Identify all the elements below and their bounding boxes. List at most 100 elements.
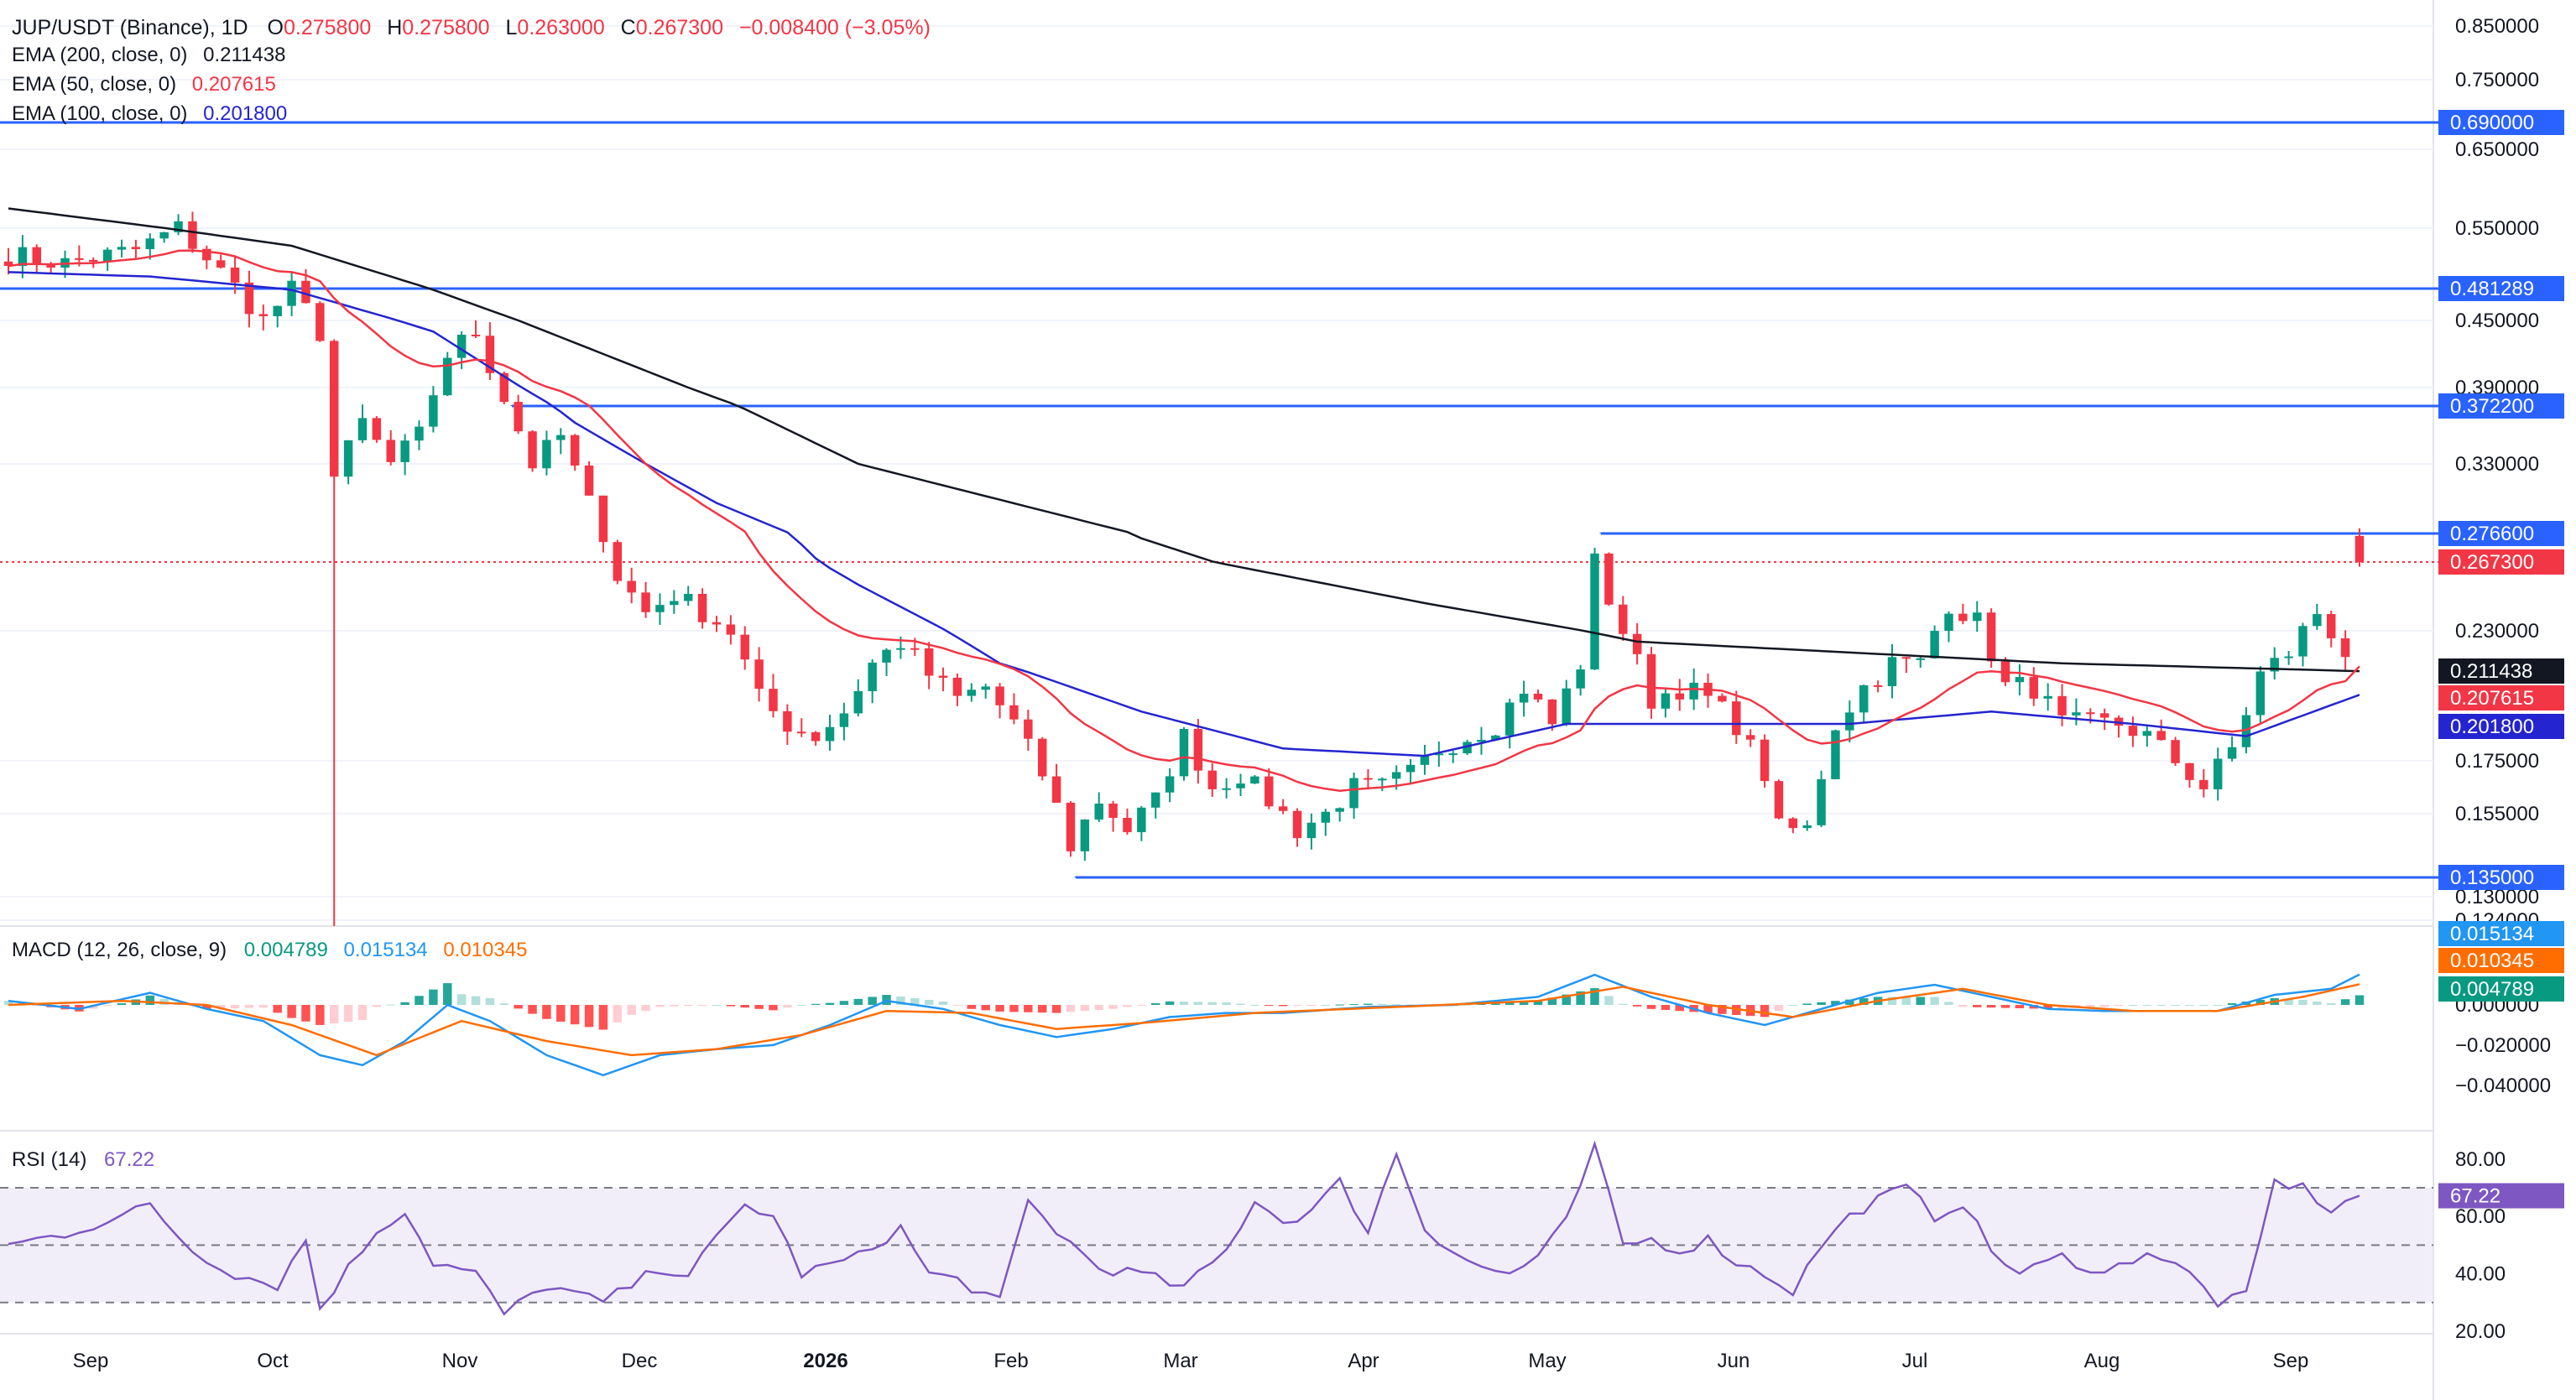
macd-histogram-bar — [145, 995, 155, 1005]
macd-tick-label: −0.020000 — [2455, 1034, 2551, 1057]
candle-body — [1547, 699, 1557, 725]
candle-body — [357, 418, 368, 440]
macd-histogram-bar — [783, 1005, 792, 1008]
horizontal-levels[interactable] — [0, 121, 2438, 879]
macd-histogram-bar — [1037, 1005, 1047, 1013]
candle-body — [1604, 553, 1614, 605]
macd-histogram-bar — [1973, 1005, 1982, 1007]
candle-body — [145, 238, 155, 250]
price-tick-label: 0.550000 — [2455, 217, 2539, 240]
macd-histogram-bar — [1491, 1002, 1500, 1005]
macd-histogram-bar — [2156, 1005, 2166, 1006]
candle-body — [287, 280, 296, 306]
candle-body — [343, 440, 353, 477]
candle-body — [2156, 731, 2166, 741]
candle-body — [726, 624, 736, 635]
macd-histogram-bar — [670, 1005, 679, 1007]
candle-body — [1066, 802, 1076, 851]
candle-body — [2213, 758, 2223, 789]
macd-histogram-bar — [258, 1005, 269, 1008]
candle-body — [670, 601, 679, 606]
candle-body — [1845, 712, 1854, 731]
macd-histogram-bar — [1859, 998, 1869, 1005]
price-tick-label: 0.750000 — [2455, 69, 2539, 91]
candle-body — [754, 659, 764, 690]
candle-body — [429, 395, 438, 427]
level-tag-label: 0.135000 — [2450, 867, 2534, 889]
ema-lines — [8, 207, 2360, 792]
candle-body — [910, 648, 920, 650]
macd-tag — [2438, 948, 2564, 973]
macd-histogram-bar — [2142, 1005, 2152, 1006]
candle-body — [2284, 656, 2293, 658]
macd-histogram-bar — [1123, 1005, 1132, 1007]
candle-body — [1661, 693, 1671, 709]
ohlc-open-value: 0.275800 — [284, 16, 371, 39]
candle-body — [740, 634, 749, 660]
candle-body — [627, 580, 636, 593]
candle-body — [853, 690, 863, 714]
candle-body — [1080, 819, 1090, 851]
candle-body — [2099, 713, 2109, 718]
price-tick-label: 0.330000 — [2455, 453, 2539, 476]
rsi-value: 67.22 — [104, 1148, 154, 1171]
time-axis[interactable]: Sep Oct Nov Dec 2026 Feb Mar Apr May Jun Jul Aug Sep — [73, 1350, 2309, 1372]
macd-line-value: 0.015134 — [344, 939, 428, 961]
macd-histogram-bar — [726, 1005, 736, 1007]
candle-body — [1491, 735, 1500, 740]
price-axis[interactable]: 0.850000 0.750000 0.650000 0.550000 0.450000… — [2438, 15, 2564, 1343]
macd-histogram-bar — [598, 1005, 608, 1030]
time-tick-label: Dec — [622, 1350, 658, 1372]
price-tick-label: 0.155000 — [2455, 803, 2539, 825]
candle-body — [584, 465, 594, 496]
candle-body — [1930, 631, 1939, 658]
macd-histogram-bar — [343, 1005, 353, 1022]
candle-body — [102, 249, 112, 263]
svg-text:RSI (14) 67.22: RSI (14) 67.22 — [12, 1148, 154, 1171]
candle-body — [1420, 755, 1430, 765]
candle-body — [839, 713, 849, 727]
candle-body — [528, 431, 537, 469]
candle-body — [2313, 614, 2322, 627]
candle-body — [1732, 701, 1741, 736]
macd-histogram-bar — [1477, 1003, 1486, 1005]
macd-histogram-bar — [1661, 1005, 1671, 1010]
rsi-tick-label: 80.00 — [2455, 1148, 2506, 1171]
candle-body — [2298, 626, 2307, 657]
candle-body — [967, 690, 977, 696]
ema50-line — [8, 249, 2360, 792]
candle-body — [216, 260, 226, 268]
candle-body — [3, 261, 13, 267]
macd-histogram-bar — [1930, 997, 1939, 1005]
ema-tag — [2438, 714, 2564, 739]
rsi-title: RSI (14) — [12, 1148, 86, 1171]
candle-body — [2227, 747, 2237, 759]
candle-body — [1477, 739, 1486, 742]
macd-histogram-bar — [1576, 991, 1585, 1005]
macd-histogram-bar — [216, 1005, 226, 1009]
macd-signal-line — [8, 983, 2360, 1057]
candle-body — [415, 426, 424, 441]
candle-body — [230, 267, 240, 283]
macd-histogram-bar — [967, 1005, 977, 1009]
macd-tag — [2438, 921, 2564, 946]
level-tag — [2438, 865, 2564, 890]
candle-body — [1533, 693, 1543, 700]
candle-body — [471, 335, 481, 337]
svg-text:EMA (200, close, 0) 0.21: EMA (200, close, 0) 0.211438 — [12, 44, 285, 66]
candle-body — [868, 662, 877, 691]
candle-body — [924, 648, 934, 676]
macd-histogram-bar — [102, 1005, 112, 1007]
macd-histogram-bar — [938, 1002, 948, 1005]
candle-body — [811, 731, 821, 742]
ema-tag-label: 0.201800 — [2450, 716, 2534, 738]
candle-body — [2255, 671, 2266, 716]
candle-body — [995, 686, 1004, 705]
ema50-label: EMA (50, close, 0) — [12, 73, 176, 96]
macd-histogram-bar — [499, 1003, 509, 1005]
candle-body — [2072, 712, 2081, 716]
rsi-tick-label: 20.00 — [2455, 1320, 2506, 1343]
macd-histogram-bar — [769, 1005, 778, 1011]
candle-body — [712, 622, 722, 625]
